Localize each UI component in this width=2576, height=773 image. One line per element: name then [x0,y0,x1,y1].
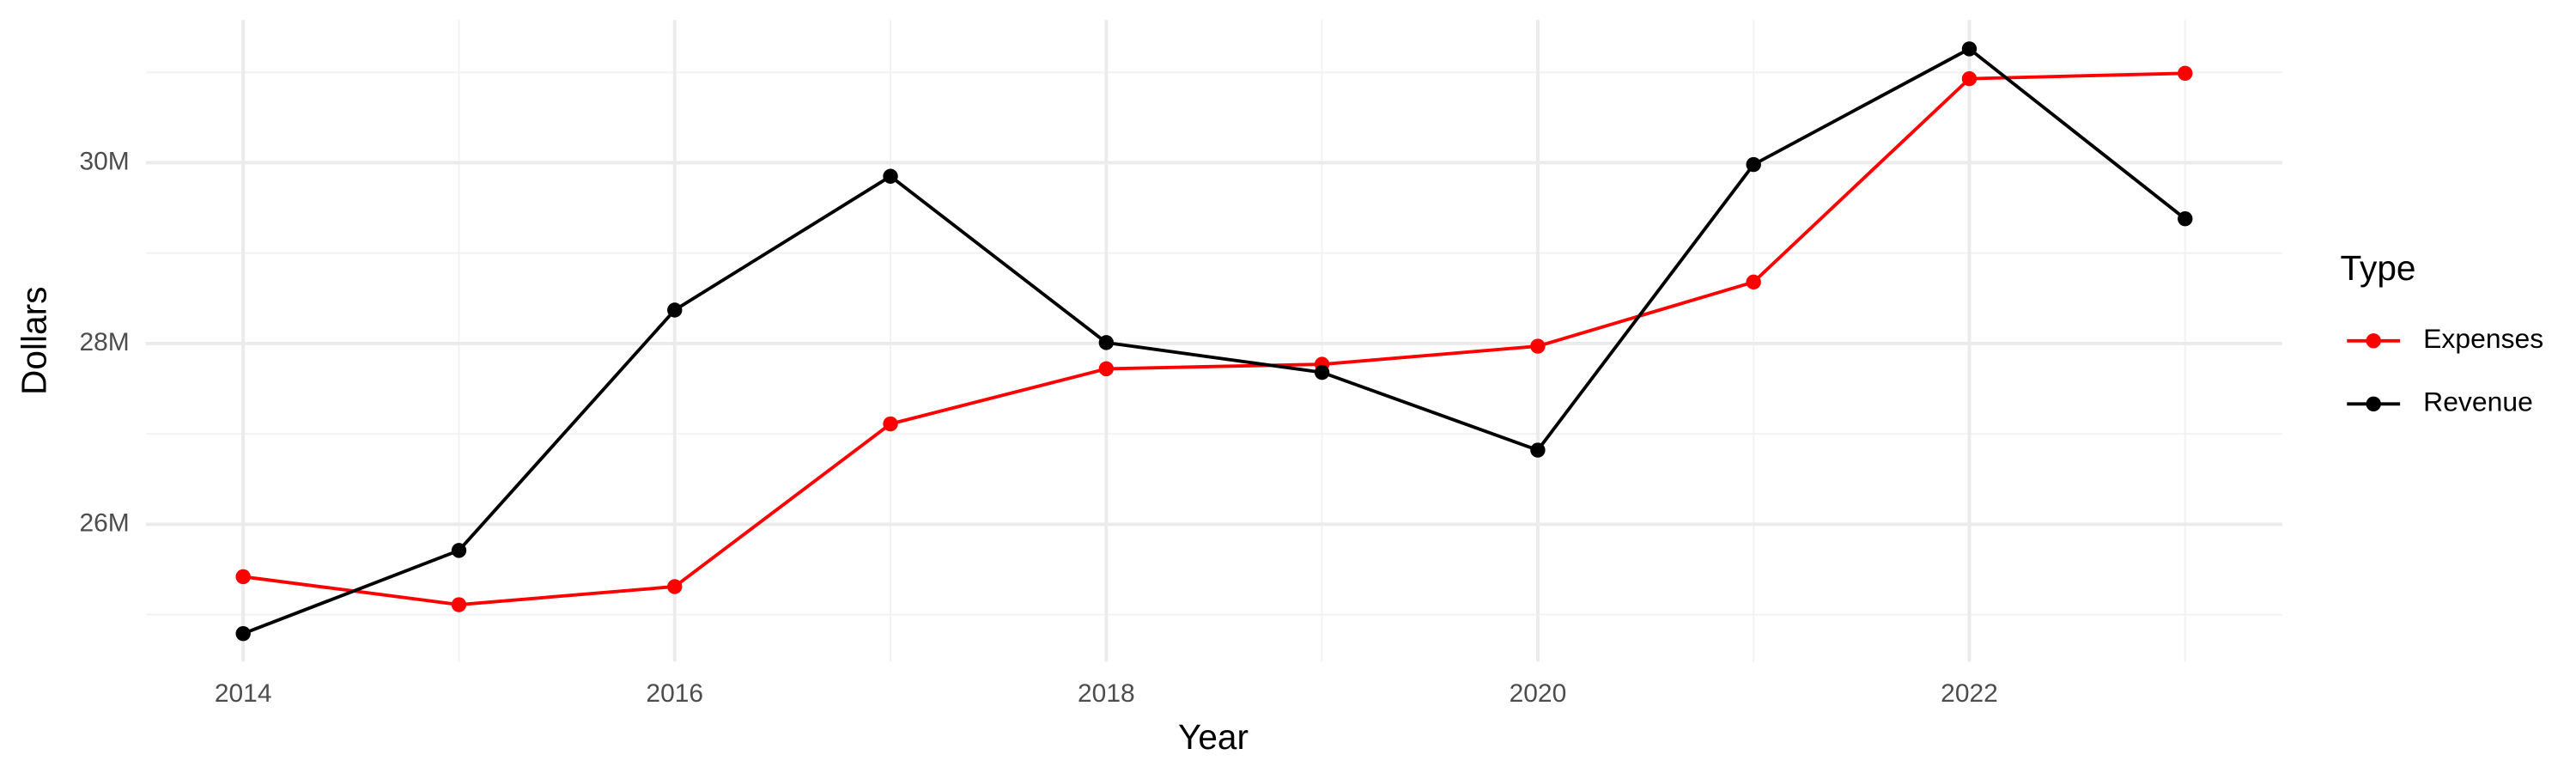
legend-label: Revenue [2423,386,2533,417]
data-point [235,625,251,642]
data-point [2178,211,2193,227]
y-tick-label: 26M [79,508,129,537]
data-point [1961,70,1978,87]
x-tick-label: 2018 [1078,679,1135,708]
legend-label: Expenses [2423,323,2543,354]
x-tick-label: 2014 [215,679,272,708]
data-point [667,302,683,318]
data-point [883,416,898,432]
series-line [242,71,2185,606]
data-point [2178,65,2193,82]
x-tick-label: 2016 [646,679,703,708]
data-point [1746,274,1761,290]
legend-title: Type [2341,248,2416,288]
data-point [1746,156,1761,173]
data-point [1314,364,1330,380]
data-point [451,597,467,612]
data-point [1098,361,1115,377]
x-axis-title: Year [1178,717,1249,757]
series-line [242,46,2186,636]
data-point [1530,338,1546,354]
data-point [235,569,251,585]
x-tick-label: 2022 [1941,679,1998,708]
x-tick-label: 2020 [1510,679,1567,708]
y-tick-label: 30M [79,147,129,175]
y-tick-label: 28M [79,328,129,356]
data-point [451,543,467,558]
data-point [1530,442,1546,458]
data-point [667,579,683,594]
data-point [1098,335,1115,350]
data-point [1961,41,1978,57]
data-point [883,168,898,184]
grid [146,20,2282,662]
legend-point [2366,333,2381,349]
y-axis-title: Dollars [14,287,53,395]
legend-point [2366,396,2381,412]
